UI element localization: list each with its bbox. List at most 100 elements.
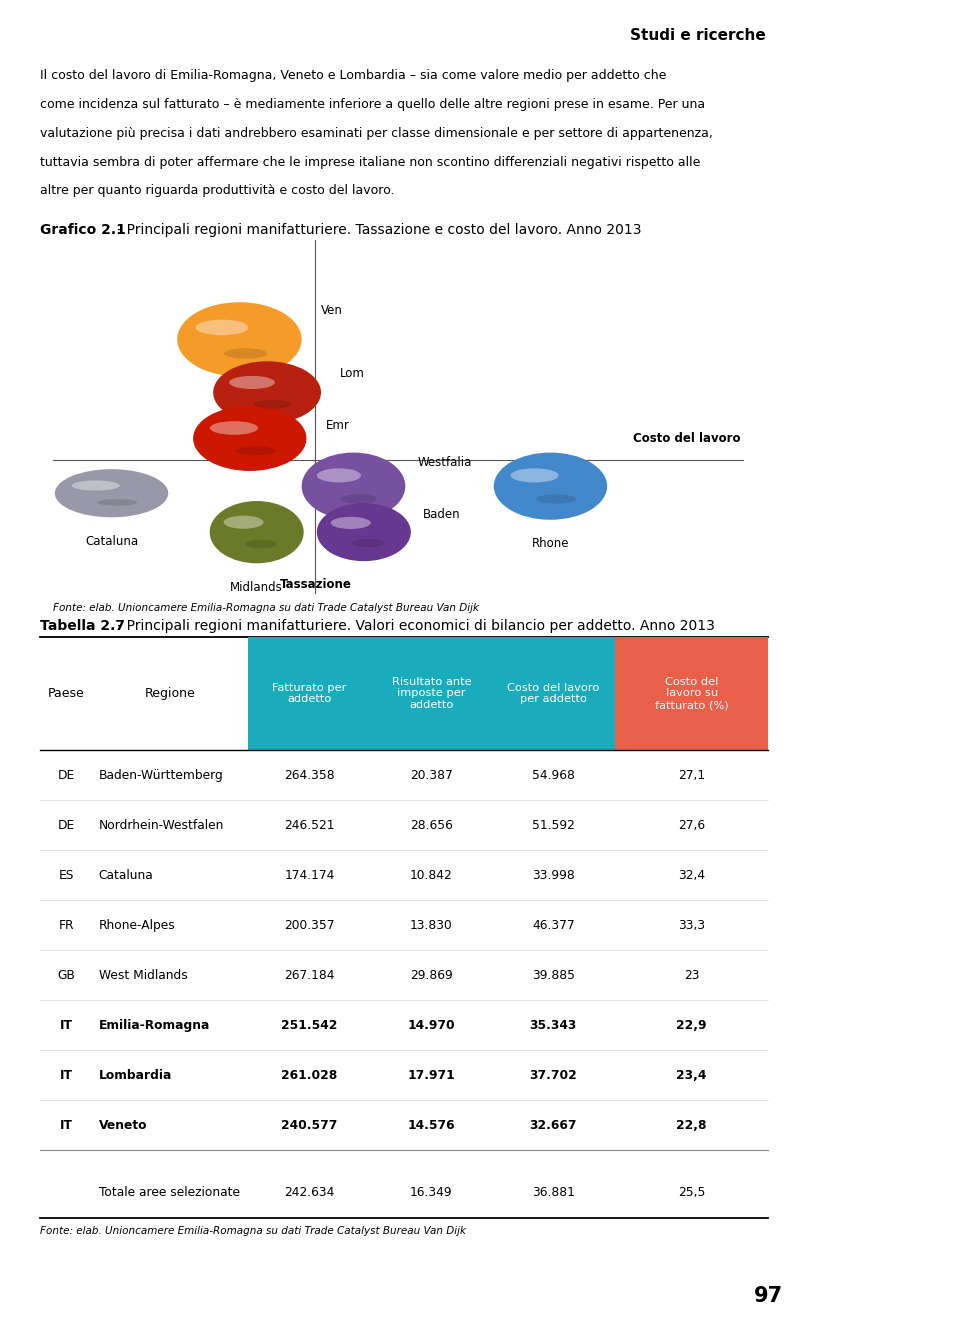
Text: Fatturato per
addetto: Fatturato per addetto — [273, 682, 347, 705]
Text: Veneto: Veneto — [99, 1119, 147, 1132]
Text: GB: GB — [58, 969, 76, 981]
Ellipse shape — [245, 539, 277, 549]
Text: 14.576: 14.576 — [408, 1119, 455, 1132]
Text: Emr: Emr — [325, 419, 349, 433]
Text: 33,3: 33,3 — [678, 918, 706, 932]
Text: 28.656: 28.656 — [410, 818, 453, 832]
Ellipse shape — [55, 469, 168, 517]
Text: 25,5: 25,5 — [678, 1185, 706, 1199]
Text: 22,8: 22,8 — [677, 1119, 707, 1132]
Ellipse shape — [511, 469, 559, 482]
Ellipse shape — [341, 494, 377, 503]
Text: altre per quanto riguarda produttività e costo del lavoro.: altre per quanto riguarda produttività e… — [40, 184, 395, 198]
Text: 13.830: 13.830 — [410, 918, 453, 932]
Ellipse shape — [224, 348, 268, 359]
Text: 29.869: 29.869 — [410, 969, 453, 981]
Text: Risultato ante
imposte per
addetto: Risultato ante imposte per addetto — [392, 677, 471, 710]
Text: Studi e ricerche: Studi e ricerche — [631, 28, 766, 43]
Ellipse shape — [253, 400, 291, 409]
Text: 32.667: 32.667 — [530, 1119, 577, 1132]
Text: 36.881: 36.881 — [532, 1185, 575, 1199]
Text: Il costo del lavoro di Emilia-Romagna, Veneto e Lombardia – sia come valore medi: Il costo del lavoro di Emilia-Romagna, V… — [40, 69, 666, 83]
Text: 39.885: 39.885 — [532, 969, 575, 981]
Text: 46.377: 46.377 — [532, 918, 575, 932]
Text: FR: FR — [59, 918, 74, 932]
Text: 97: 97 — [754, 1286, 782, 1306]
Text: come incidenza sul fatturato – è mediamente inferiore a quello delle altre regio: come incidenza sul fatturato – è mediame… — [40, 97, 706, 111]
Text: Tabella 2.7: Tabella 2.7 — [40, 619, 126, 633]
Text: 267.184: 267.184 — [284, 969, 335, 981]
Text: Fonte: elab. Unioncamere Emilia-Romagna su dati Trade Catalyst Bureau Van Dijk: Fonte: elab. Unioncamere Emilia-Romagna … — [53, 603, 479, 613]
Text: Ven: Ven — [321, 303, 343, 316]
Ellipse shape — [317, 503, 411, 561]
Ellipse shape — [229, 376, 275, 388]
Text: 10.842: 10.842 — [410, 869, 453, 881]
Text: 33.998: 33.998 — [532, 869, 575, 881]
Text: 23,4: 23,4 — [677, 1068, 707, 1081]
Text: Rhone: Rhone — [532, 538, 569, 550]
Text: tuttavia sembra di poter affermare che le imprese italiane non scontino differen: tuttavia sembra di poter affermare che l… — [40, 156, 701, 168]
Text: IT: IT — [60, 1068, 73, 1081]
Text: DE: DE — [58, 769, 75, 781]
Text: Grafico 2.1: Grafico 2.1 — [40, 223, 126, 236]
Text: Lom: Lom — [341, 367, 365, 380]
Text: 37.702: 37.702 — [530, 1068, 577, 1081]
Text: IT: IT — [60, 1119, 73, 1132]
Text: Regione: Regione — [145, 688, 196, 700]
Text: ES: ES — [59, 869, 74, 881]
Text: Cataluna: Cataluna — [85, 535, 138, 547]
Text: 200.357: 200.357 — [284, 918, 335, 932]
Ellipse shape — [537, 494, 576, 503]
Text: 17.971: 17.971 — [408, 1068, 455, 1081]
Text: 174.174: 174.174 — [284, 869, 335, 881]
Text: Costo del lavoro: Costo del lavoro — [633, 433, 740, 446]
Ellipse shape — [209, 501, 303, 563]
Text: Rhone-Alpes: Rhone-Alpes — [99, 918, 176, 932]
Text: Costo del
lavoro su
fatturato (%): Costo del lavoro su fatturato (%) — [655, 677, 729, 710]
Text: Costo del lavoro
per addetto: Costo del lavoro per addetto — [507, 682, 600, 705]
Text: 20.387: 20.387 — [410, 769, 453, 781]
Text: 54.968: 54.968 — [532, 769, 575, 781]
Text: 261.028: 261.028 — [281, 1068, 338, 1081]
Text: Nordrhein-Westfalen: Nordrhein-Westfalen — [99, 818, 224, 832]
Ellipse shape — [317, 469, 361, 482]
Text: DE: DE — [58, 818, 75, 832]
Text: Fonte: elab. Unioncamere Emilia-Romagna su dati Trade Catalyst Bureau Van Dijk: Fonte: elab. Unioncamere Emilia-Romagna … — [40, 1226, 467, 1235]
Text: 27,6: 27,6 — [678, 818, 706, 832]
Text: 242.634: 242.634 — [284, 1185, 335, 1199]
Ellipse shape — [352, 539, 385, 547]
Text: Paese: Paese — [48, 688, 84, 700]
Text: 32,4: 32,4 — [678, 869, 706, 881]
Ellipse shape — [235, 446, 276, 455]
Text: 35.343: 35.343 — [530, 1019, 577, 1032]
Ellipse shape — [178, 302, 301, 376]
Ellipse shape — [210, 421, 258, 435]
Text: Cataluna: Cataluna — [99, 869, 154, 881]
Text: Emilia-Romagna: Emilia-Romagna — [99, 1019, 210, 1032]
Ellipse shape — [97, 499, 137, 506]
Ellipse shape — [196, 319, 249, 335]
Text: Lombardia: Lombardia — [99, 1068, 172, 1081]
Text: 240.577: 240.577 — [281, 1119, 338, 1132]
Text: Totale aree selezionate: Totale aree selezionate — [99, 1185, 240, 1199]
Bar — [248, 637, 492, 750]
Bar — [492, 637, 615, 750]
Text: Tassazione: Tassazione — [279, 578, 351, 590]
Text: - Principali regioni manifatturiere. Tassazione e costo del lavoro. Anno 2013: - Principali regioni manifatturiere. Tas… — [113, 223, 642, 236]
Text: IT: IT — [60, 1019, 73, 1032]
Text: 16.349: 16.349 — [410, 1185, 453, 1199]
Ellipse shape — [301, 453, 405, 519]
Text: 23: 23 — [684, 969, 699, 981]
Text: 27,1: 27,1 — [678, 769, 706, 781]
Ellipse shape — [330, 517, 371, 529]
Text: valutazione più precisa i dati andrebbero esaminati per classe dimensionale e pe: valutazione più precisa i dati andrebber… — [40, 127, 713, 140]
Ellipse shape — [213, 362, 321, 423]
Text: 246.521: 246.521 — [284, 818, 335, 832]
Text: - Principali regioni manifatturiere. Valori economici di bilancio per addetto. A: - Principali regioni manifatturiere. Val… — [113, 619, 715, 633]
Text: 51.592: 51.592 — [532, 818, 575, 832]
Text: West Midlands: West Midlands — [99, 969, 187, 981]
Ellipse shape — [72, 481, 120, 490]
Text: 251.542: 251.542 — [281, 1019, 338, 1032]
Text: 14.970: 14.970 — [408, 1019, 455, 1032]
Text: 264.358: 264.358 — [284, 769, 335, 781]
